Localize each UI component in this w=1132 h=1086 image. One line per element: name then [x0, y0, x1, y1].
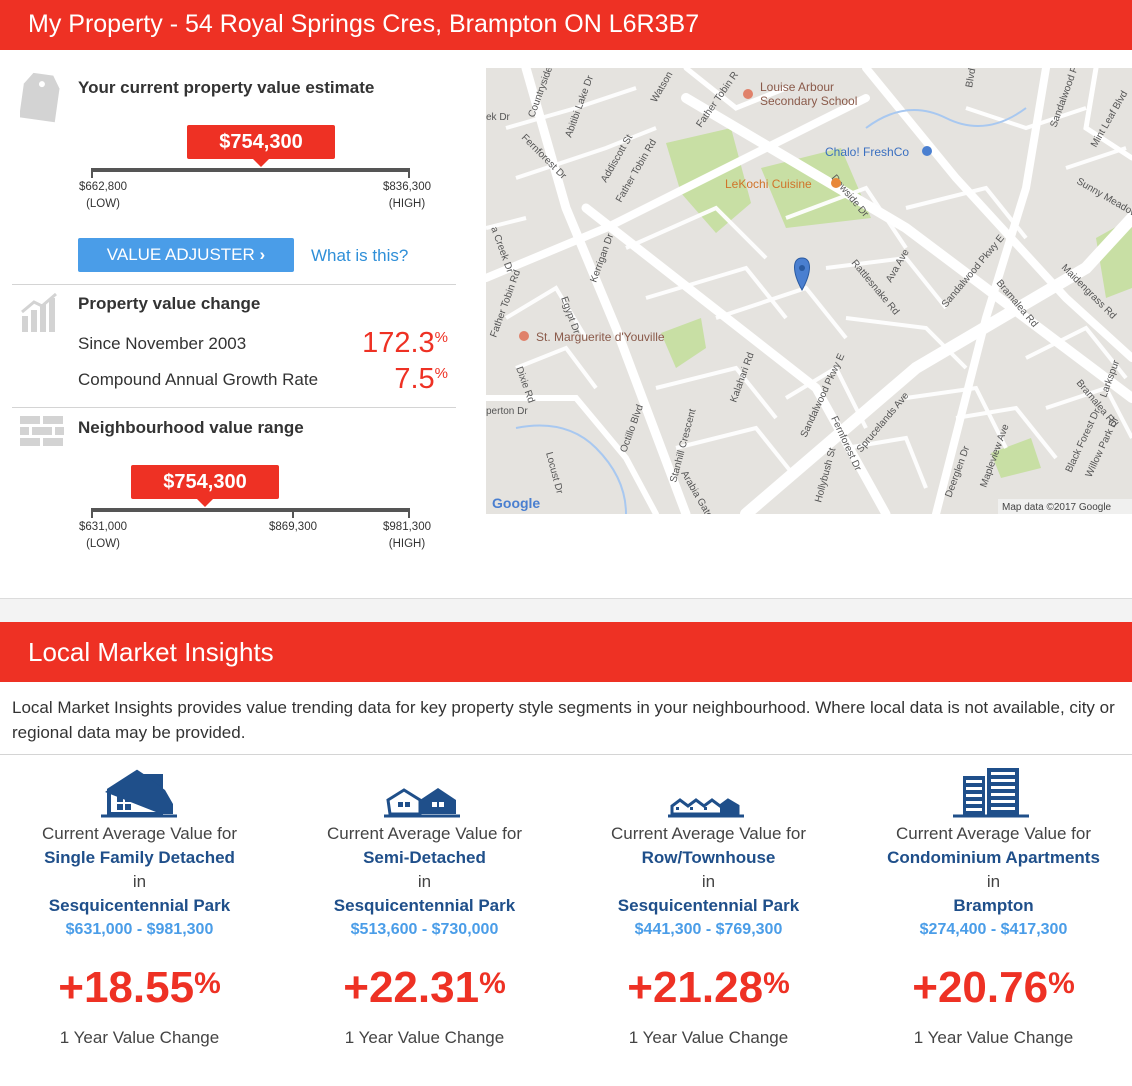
segment-caption: Current Average Value for [42, 824, 237, 843]
insights-title: Local Market Insights [28, 637, 274, 667]
range-tick [408, 508, 410, 518]
divider [0, 754, 1132, 755]
neighbourhood-high: $981,300 (HIGH) [383, 521, 431, 550]
since-label: Since November 2003 [78, 334, 247, 353]
estimate-high: $836,300 (HIGH) [383, 181, 431, 210]
divider [12, 407, 456, 408]
segment-in: in [986, 872, 1001, 891]
chalo-poi: Chalo! FreshCo [825, 145, 932, 159]
street-label: ek Dr [486, 112, 511, 123]
property-map[interactable]: Watson Father Tobin R Countryside D Abit… [486, 68, 1132, 514]
park-area [991, 438, 1041, 478]
segment-range: $441,300 - $769,300 [634, 921, 783, 938]
cagr-label: Compound Annual Growth Rate [78, 370, 319, 389]
park-area [661, 318, 706, 368]
street-label: Blvd [964, 68, 978, 89]
svg-text:St. Marguerite d'Youville: St. Marguerite d'Youville [536, 330, 665, 344]
neighbourhood-value-badge: $754,300 [131, 465, 279, 507]
estimate-range-bar [91, 168, 410, 172]
neighbourhood-range-bar [91, 508, 410, 512]
estimate-title: Your current property value estimate [78, 78, 375, 97]
property-header: My Property - 54 Royal Springs Cres, Bra… [0, 0, 1132, 50]
segment-change-label: 1 Year Value Change [344, 1028, 505, 1047]
what-is-this-link[interactable]: What is this? [311, 246, 409, 265]
change-title: Property value change [78, 294, 261, 313]
insights-header: Local Market Insights [0, 622, 1132, 682]
segment-area: Brampton [953, 896, 1034, 915]
segment-change-label: 1 Year Value Change [59, 1028, 220, 1047]
park-area [1096, 218, 1132, 298]
map-marker-icon [794, 257, 810, 292]
street-label: perton Dr [486, 406, 528, 417]
segment-change-label: 1 Year Value Change [628, 1028, 789, 1047]
segment-range: $513,600 - $730,000 [350, 921, 499, 938]
segment-change: +20.76% [912, 963, 1075, 1012]
cagr-value: 7.5% [394, 363, 448, 395]
segment-card: Current Average Value for Row/Townhouse … [566, 760, 851, 1050]
neighbourhood-mid: $869,300 [269, 521, 317, 533]
lekochi-poi: LeKochi Cuisine [725, 177, 841, 191]
segment-in: in [132, 872, 147, 891]
segment-range: $631,000 - $981,300 [65, 921, 214, 938]
marguerite-poi: St. Marguerite d'Youville [519, 330, 665, 344]
since-value: 172.3% [362, 327, 448, 359]
divider [12, 284, 456, 285]
segment-name: Single Family Detached [44, 848, 235, 867]
chevron-right-icon: › [259, 245, 266, 264]
segment-change: +22.31% [343, 963, 506, 1012]
brick-wall-icon [20, 416, 64, 451]
segment-name: Semi-Detached [363, 848, 486, 867]
segment-change-label: 1 Year Value Change [913, 1028, 1074, 1047]
segment-area: Sesquicentennial Park [617, 896, 800, 915]
segment-change: +21.28% [627, 963, 790, 1012]
range-tick [91, 168, 93, 178]
school-poi: Louise Arbour Secondary School [743, 80, 857, 108]
svg-text:Louise Arbour: Louise Arbour [760, 80, 834, 94]
townhouse-icon [566, 760, 851, 822]
estimate-low: $662,800 (LOW) [79, 181, 127, 210]
svg-text:Secondary School: Secondary School [760, 94, 857, 108]
range-tick [91, 508, 93, 518]
segment-name: Condominium Apartments [887, 848, 1100, 867]
segment-caption: Current Average Value for [611, 824, 806, 843]
estimate-value-badge: $754,300 [187, 125, 335, 167]
neighbourhood-low: $631,000 (LOW) [79, 521, 127, 550]
property-title: My Property - 54 Royal Springs Cres, Bra… [28, 10, 700, 38]
section-gap [0, 598, 1132, 622]
park-area [761, 148, 871, 228]
range-tick [408, 168, 410, 178]
segment-range: $274,400 - $417,300 [919, 921, 1068, 938]
segment-name: Row/Townhouse [641, 848, 776, 867]
neighbourhood-title: Neighbourhood value range [78, 418, 304, 437]
svg-text:LeKochi Cuisine: LeKochi Cuisine [725, 177, 812, 191]
insights-intro: Local Market Insights provides value tre… [12, 698, 1115, 742]
segment-area: Sesquicentennial Park [48, 896, 231, 915]
segment-change: +18.55% [58, 963, 221, 1012]
value-adjuster-button[interactable]: VALUE ADJUSTER › [78, 238, 294, 272]
growth-chart-icon [20, 292, 60, 339]
condo-building-icon [851, 760, 1132, 822]
segment-in: in [701, 872, 716, 891]
range-tick [292, 508, 294, 518]
segment-card: Current Average Value for Condominium Ap… [851, 760, 1132, 1050]
svg-text:Chalo! FreshCo: Chalo! FreshCo [825, 145, 909, 159]
map-attribution: Map data ©2017 Google [1002, 502, 1112, 513]
single-family-house-icon [0, 760, 282, 822]
segment-in: in [417, 872, 432, 891]
semi-detached-house-icon [282, 760, 567, 822]
segment-area: Sesquicentennial Park [333, 896, 516, 915]
price-tag-icon [19, 72, 60, 129]
segment-card: Current Average Value for Single Family … [0, 760, 282, 1050]
segment-card: Current Average Value for Semi-Detached … [282, 760, 567, 1050]
google-logo: Google [492, 495, 540, 511]
segment-caption: Current Average Value for [896, 824, 1091, 843]
segment-caption: Current Average Value for [327, 824, 522, 843]
